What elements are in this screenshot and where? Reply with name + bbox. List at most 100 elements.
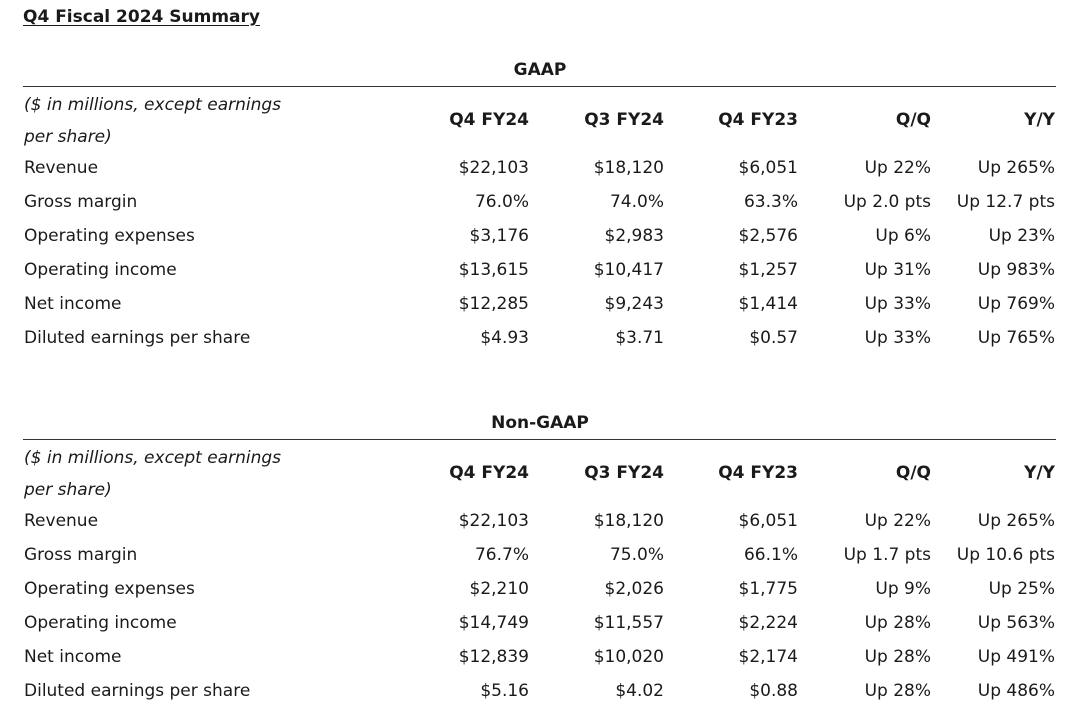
cell-q4fy24: $12,839 <box>458 647 529 667</box>
page-title: Q4 Fiscal 2024 Summary <box>23 7 260 27</box>
cell-yy: Up 765% <box>977 328 1055 348</box>
table-row: Net income $12,285 $9,243 $1,414 Up 33% … <box>23 287 1057 321</box>
row-label: Net income <box>24 647 122 667</box>
cell-q3fy24: 75.0% <box>609 545 664 565</box>
cell-qq: Up 9% <box>875 579 931 599</box>
cell-q4fy24: $13,615 <box>458 260 529 280</box>
cell-q3fy24: $2,983 <box>604 226 664 246</box>
cell-qq: Up 31% <box>864 260 931 280</box>
cell-q4fy24: $4.93 <box>480 328 529 348</box>
row-label: Diluted earnings per share <box>24 328 251 348</box>
non-gaap-section: Non-GAAP ($ in millions, except earnings… <box>23 411 1057 708</box>
row-label: Gross margin <box>24 545 138 565</box>
gaap-col-qq: Q/Q <box>895 110 931 130</box>
cell-q4fy23: $2,174 <box>738 647 798 667</box>
cell-q3fy24: $4.02 <box>615 681 664 701</box>
non-gaap-col-qq: Q/Q <box>895 463 931 483</box>
row-label: Gross margin <box>24 192 138 212</box>
cell-yy: Up 983% <box>977 260 1055 280</box>
non-gaap-col-q4fy23: Q4 FY23 <box>718 463 798 483</box>
table-row: Operating expenses $2,210 $2,026 $1,775 … <box>23 572 1057 606</box>
cell-q4fy24: 76.7% <box>474 545 529 565</box>
cell-q4fy24: $3,176 <box>469 226 529 246</box>
cell-q4fy24: $14,749 <box>458 613 529 633</box>
non-gaap-rows: Revenue $22,103 $18,120 $6,051 Up 22% Up… <box>23 504 1057 708</box>
gaap-divider <box>23 86 1056 87</box>
table-row: Diluted earnings per share $4.93 $3.71 $… <box>23 321 1057 355</box>
cell-yy: Up 265% <box>977 511 1055 531</box>
gaap-unit-note: ($ in millions, except earnings per shar… <box>24 95 282 147</box>
row-label: Operating income <box>24 260 177 280</box>
cell-q3fy24: $18,120 <box>593 158 664 178</box>
table-row: Diluted earnings per share $5.16 $4.02 $… <box>23 674 1057 708</box>
cell-q4fy24: $12,285 <box>458 294 529 314</box>
cell-yy: Up 265% <box>977 158 1055 178</box>
cell-q4fy23: $1,257 <box>738 260 798 280</box>
gaap-header-row: ($ in millions, except earnings per shar… <box>23 87 1057 151</box>
cell-q4fy24: $22,103 <box>458 511 529 531</box>
cell-q4fy23: $2,576 <box>738 226 798 246</box>
gaap-col-q4fy24: Q4 FY24 <box>449 110 529 130</box>
cell-q4fy23: $0.88 <box>749 681 798 701</box>
cell-q4fy24: $22,103 <box>458 158 529 178</box>
row-label: Diluted earnings per share <box>24 681 251 701</box>
cell-q3fy24: $10,020 <box>593 647 664 667</box>
cell-yy: Up 12.7 pts <box>956 192 1055 212</box>
row-label: Net income <box>24 294 122 314</box>
gaap-title-text: GAAP <box>513 60 567 80</box>
cell-q3fy24: $3.71 <box>615 328 664 348</box>
cell-q3fy24: $18,120 <box>593 511 664 531</box>
table-row: Gross margin 76.7% 75.0% 66.1% Up 1.7 pt… <box>23 538 1057 572</box>
cell-qq: Up 1.7 pts <box>843 545 931 565</box>
cell-qq: Up 2.0 pts <box>843 192 931 212</box>
cell-yy: Up 769% <box>977 294 1055 314</box>
row-label: Operating expenses <box>24 579 195 599</box>
cell-q4fy23: $0.57 <box>749 328 798 348</box>
cell-qq: Up 22% <box>864 158 931 178</box>
table-row: Revenue $22,103 $18,120 $6,051 Up 22% Up… <box>23 504 1057 538</box>
row-label: Revenue <box>24 511 99 531</box>
cell-q3fy24: $2,026 <box>604 579 664 599</box>
cell-q4fy23: 66.1% <box>743 545 798 565</box>
table-row: Operating income $13,615 $10,417 $1,257 … <box>23 253 1057 287</box>
gaap-section-title: GAAP <box>23 58 1057 86</box>
table-row: Revenue $22,103 $18,120 $6,051 Up 22% Up… <box>23 151 1057 185</box>
row-label: Operating income <box>24 613 177 633</box>
row-label: Operating expenses <box>24 226 195 246</box>
cell-yy: Up 23% <box>988 226 1055 246</box>
cell-q4fy24: 76.0% <box>474 192 529 212</box>
non-gaap-unit-note: ($ in millions, except earnings per shar… <box>24 448 282 500</box>
cell-q4fy23: $1,775 <box>738 579 798 599</box>
cell-qq: Up 28% <box>864 613 931 633</box>
gaap-col-yy: Y/Y <box>1024 110 1055 130</box>
cell-yy: Up 563% <box>977 613 1055 633</box>
cell-qq: Up 33% <box>864 328 931 348</box>
cell-q3fy24: $9,243 <box>604 294 664 314</box>
table-row: Gross margin 76.0% 74.0% 63.3% Up 2.0 pt… <box>23 185 1057 219</box>
cell-q3fy24: $11,557 <box>593 613 664 633</box>
non-gaap-header-row: ($ in millions, except earnings per shar… <box>23 440 1057 504</box>
non-gaap-section-title: Non-GAAP <box>23 411 1057 439</box>
cell-yy: Up 10.6 pts <box>956 545 1055 565</box>
cell-qq: Up 28% <box>864 681 931 701</box>
cell-qq: Up 28% <box>864 647 931 667</box>
table-row: Operating income $14,749 $11,557 $2,224 … <box>23 606 1057 640</box>
cell-q3fy24: 74.0% <box>609 192 664 212</box>
cell-qq: Up 33% <box>864 294 931 314</box>
gaap-col-q3fy24: Q3 FY24 <box>584 110 664 130</box>
non-gaap-divider <box>23 439 1056 440</box>
cell-qq: Up 6% <box>875 226 931 246</box>
cell-q3fy24: $10,417 <box>593 260 664 280</box>
non-gaap-col-q3fy24: Q3 FY24 <box>584 463 664 483</box>
cell-q4fy23: $2,224 <box>738 613 798 633</box>
cell-yy: Up 491% <box>977 647 1055 667</box>
cell-q4fy23: $1,414 <box>738 294 798 314</box>
cell-q4fy24: $5.16 <box>480 681 529 701</box>
cell-q4fy23: $6,051 <box>738 158 798 178</box>
cell-q4fy24: $2,210 <box>469 579 529 599</box>
cell-q4fy23: $6,051 <box>738 511 798 531</box>
non-gaap-col-q4fy24: Q4 FY24 <box>449 463 529 483</box>
non-gaap-title-text: Non-GAAP <box>491 413 589 433</box>
non-gaap-col-yy: Y/Y <box>1024 463 1055 483</box>
cell-yy: Up 486% <box>977 681 1055 701</box>
